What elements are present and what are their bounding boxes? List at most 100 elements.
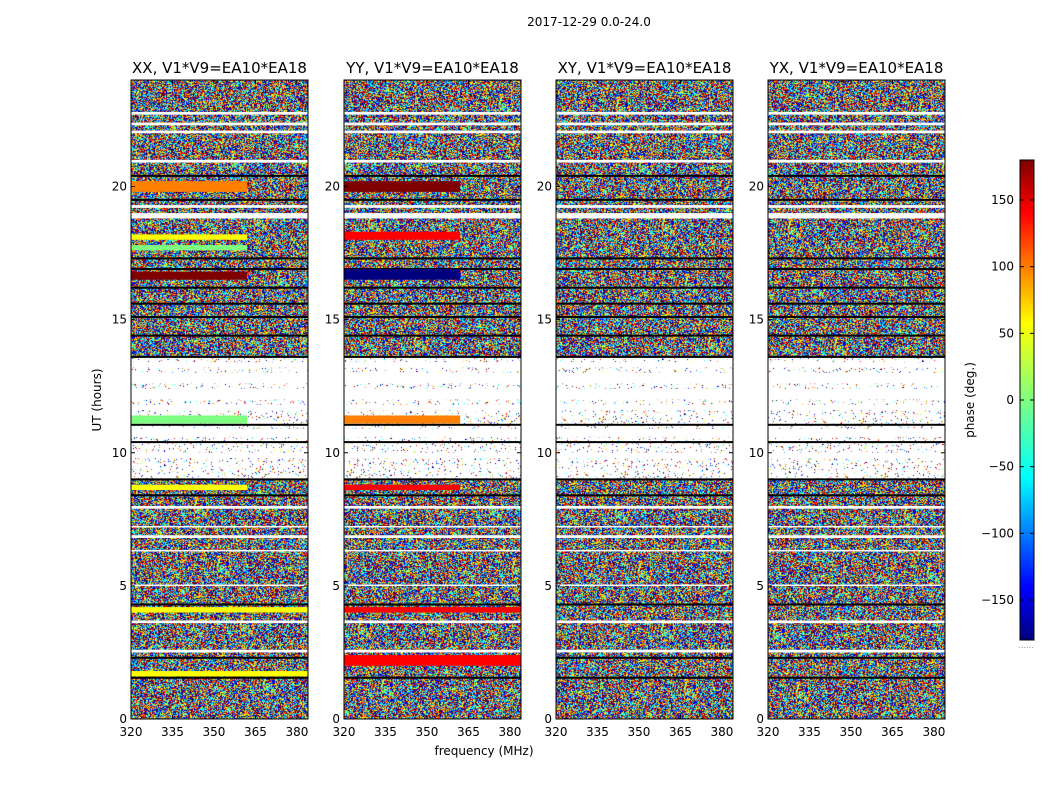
x-tick-label: 320 [120, 725, 143, 739]
flagged-row [768, 388, 945, 400]
phase-band [344, 607, 521, 613]
panel-frame [555, 79, 734, 720]
y-tick-label: 0 [332, 712, 340, 726]
scan-separator [556, 478, 733, 481]
x-tick-label: 320 [333, 725, 356, 739]
flagged-row [344, 428, 521, 437]
flagged-row [556, 213, 733, 219]
phase-band [131, 245, 248, 251]
flagged-row [131, 111, 308, 115]
phase-band [344, 415, 461, 424]
x-tick-label: 335 [374, 725, 397, 739]
y-tick-label: 10 [537, 446, 552, 460]
flagged-row [131, 549, 308, 552]
flagged-row [768, 372, 945, 384]
flagged-row [131, 372, 308, 384]
flagged-row [768, 404, 945, 411]
flagged-row [131, 584, 308, 587]
panel-title: YY, V1*V9=EA10*EA18 [345, 59, 519, 77]
flagged-row [768, 525, 945, 528]
scan-separator [768, 478, 945, 481]
colorbar-ticks: −150 −100 −50 0 50 100 150 [981, 193, 1034, 607]
colorbar-tick-label: −100 [981, 526, 1014, 540]
panel-title: YX, V1*V9=EA10*EA18 [769, 59, 944, 77]
y-tick-label: 20 [749, 180, 764, 194]
flagged-row [768, 205, 945, 208]
flagged-row [344, 362, 521, 368]
scan-separator [344, 676, 521, 679]
scan-separator [344, 494, 521, 497]
y-tick-label: 0 [544, 712, 552, 726]
scan-separator [344, 603, 521, 606]
colorbar-footer: ...... [1018, 641, 1033, 650]
flagged-row [344, 388, 521, 400]
phase-band [131, 234, 248, 240]
scan-separator [768, 257, 945, 260]
flagged-row [131, 159, 308, 163]
flagged-row [556, 362, 733, 368]
flagged-row [768, 535, 945, 538]
scan-separator [131, 603, 308, 606]
scan-separator [344, 302, 521, 305]
flagged-row [768, 620, 945, 624]
flagged-row [768, 130, 945, 134]
x-tick-label: 365 [669, 725, 692, 739]
scan-separator [344, 174, 521, 177]
panels-group: XX, V1*V9=EA10*EA18 320 335 350 365 380 0 5 10 15… [112, 59, 946, 739]
x-tick-label: 365 [881, 725, 904, 739]
flagged-row [131, 535, 308, 538]
flagged-row [768, 549, 945, 552]
scan-separator [131, 355, 308, 358]
flagged-row [556, 506, 733, 509]
flagged-row [768, 213, 945, 219]
panel-title: XY, V1*V9=EA10*EA18 [558, 59, 732, 77]
scan-separator [768, 494, 945, 497]
flagged-row [768, 159, 945, 163]
x-tick-label: 380 [498, 725, 521, 739]
flagged-row [344, 130, 521, 134]
flagged-row [131, 620, 308, 624]
colorbar-tick-label: −150 [981, 593, 1014, 607]
phase-band [344, 484, 461, 491]
scan-separator [556, 257, 733, 260]
scan-separator [768, 676, 945, 679]
x-tick-label: 350 [628, 725, 651, 739]
scan-separator [556, 656, 733, 659]
flagged-row [344, 535, 521, 538]
scan-separator [344, 198, 521, 201]
flagged-row [131, 388, 308, 400]
flagged-row [556, 584, 733, 587]
flagged-row [344, 620, 521, 624]
flagged-row [768, 649, 945, 653]
scan-separator [556, 603, 733, 606]
scan-separator [768, 174, 945, 177]
phase-band [344, 655, 521, 666]
scan-separator [131, 441, 308, 444]
panel-2: YY, V1*V9=EA10*EA18 320 335 350 365 380 0 5 10 15… [325, 59, 522, 739]
scan-separator [556, 286, 733, 289]
scan-separator [131, 302, 308, 305]
flagged-row [556, 620, 733, 624]
scan-separator [344, 334, 521, 337]
scan-separator [556, 355, 733, 358]
flagged-row [344, 122, 521, 126]
scan-separator [556, 268, 733, 271]
scan-separator [131, 423, 308, 426]
colorbar-tick-label: −50 [989, 460, 1014, 474]
colorbar-tick-label: 100 [991, 260, 1014, 274]
y-tick-label: 20 [537, 180, 552, 194]
y-tick-label: 5 [332, 579, 340, 593]
x-tick-label: 350 [840, 725, 863, 739]
panel-frame [130, 79, 309, 720]
y-tick-label: 15 [112, 313, 127, 327]
flagged-row [131, 506, 308, 509]
scan-separator [131, 478, 308, 481]
x-axis-label: frequency (MHz) [434, 744, 533, 758]
colorbar-tick-label: 50 [999, 326, 1014, 340]
y-tick-label: 15 [325, 313, 340, 327]
flagged-row [556, 388, 733, 400]
flagged-row [768, 584, 945, 587]
flagged-row [556, 404, 733, 411]
scan-separator [556, 334, 733, 337]
scan-separator [131, 656, 308, 659]
